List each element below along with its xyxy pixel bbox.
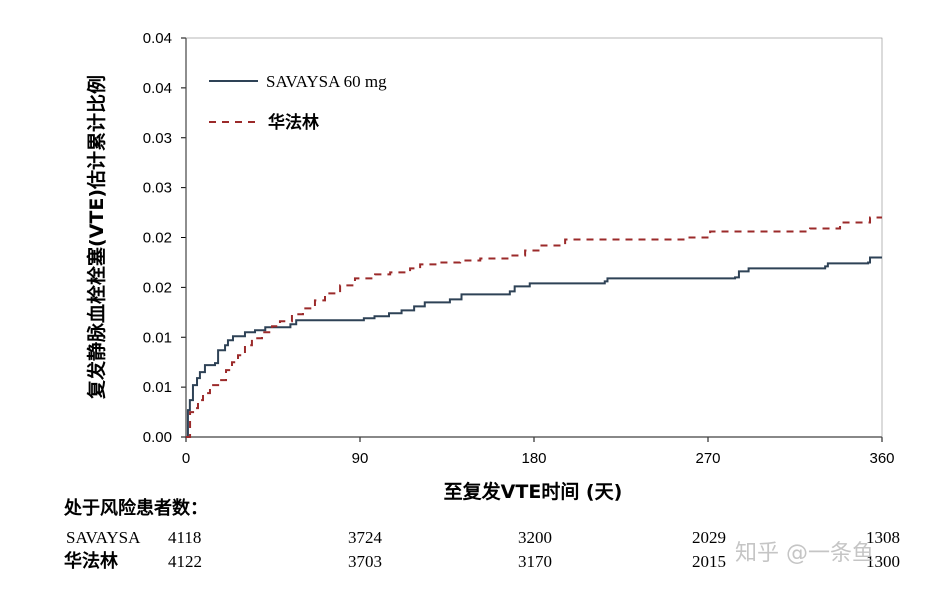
x-axis-label: 至复发VTE时间 (天)	[444, 480, 623, 503]
risk-count: 1308	[866, 528, 900, 547]
risk-table-title: 处于风险患者数：	[63, 497, 208, 519]
y-tick-label: 0.02	[143, 230, 172, 247]
legend-label-warfarin: 华法林	[268, 112, 319, 133]
risk-count: 4122	[168, 552, 202, 571]
y-tick-label: 0.00	[143, 429, 172, 446]
x-tick-label: 90	[352, 450, 369, 467]
risk-row-label-warfarin: 华法林	[64, 550, 118, 572]
plot-frame	[185, 37, 883, 438]
x-tick-label: 0	[182, 450, 190, 467]
x-tick-label: 360	[869, 450, 894, 467]
x-tick-label: 180	[521, 450, 546, 467]
watermark: 知乎 @一条鱼	[735, 541, 874, 566]
y-tick-label: 0.03	[143, 180, 172, 197]
risk-count: 3170	[518, 552, 552, 571]
risk-count: 3724	[348, 528, 383, 547]
risk-row-label-savaysa: SAVAYSA	[66, 528, 141, 547]
risk-count: 2015	[692, 552, 726, 571]
y-axis-label: 复发静脉血栓栓塞(VTE)估计累计比例	[85, 75, 108, 400]
risk-count: 3200	[518, 528, 552, 547]
y-tick-label: 0.01	[143, 379, 172, 396]
y-tick-label: 0.02	[143, 279, 172, 296]
y-tick-label: 0.04	[143, 30, 172, 47]
series-line-0	[186, 256, 882, 438]
y-tick-label: 0.01	[143, 329, 172, 346]
risk-count: 1300	[866, 552, 900, 571]
risk-count: 4118	[168, 528, 201, 547]
legend-label-savaysa: SAVAYSA 60 mg	[266, 72, 387, 91]
legend: SAVAYSA 60 mg 华法林	[209, 72, 387, 133]
series-line-1	[186, 216, 882, 438]
x-tick-label: 270	[695, 450, 720, 467]
risk-count: 2029	[692, 528, 726, 547]
y-tick-label: 0.04	[143, 80, 172, 97]
y-tick-label: 0.03	[143, 130, 172, 147]
risk-count: 3703	[348, 552, 382, 571]
